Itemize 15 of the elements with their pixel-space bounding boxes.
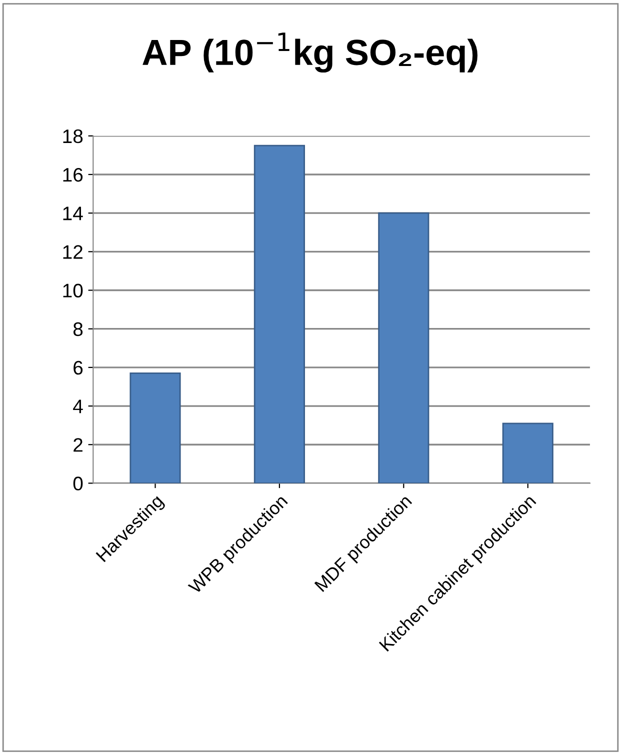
chart-title: AP (10$^{−1}$kg SO₂-eq): [142, 32, 478, 73]
bar: [378, 212, 430, 484]
bar: [502, 422, 554, 484]
y-tick-label: 6: [74, 360, 83, 375]
y-tick-label: 8: [73, 322, 83, 336]
y-tick-label: 0: [73, 476, 83, 490]
y-tick-label: 18: [63, 129, 83, 144]
y-tick-label: 10: [63, 284, 83, 298]
y-tick-label: 2: [74, 438, 82, 452]
y-tick-label: 12: [63, 245, 82, 259]
y-tick-label: 16: [63, 168, 83, 182]
bar: [254, 144, 305, 484]
y-tick-label: 14: [63, 206, 83, 220]
bar: [130, 372, 181, 484]
y-tick-label: 4: [73, 400, 83, 414]
